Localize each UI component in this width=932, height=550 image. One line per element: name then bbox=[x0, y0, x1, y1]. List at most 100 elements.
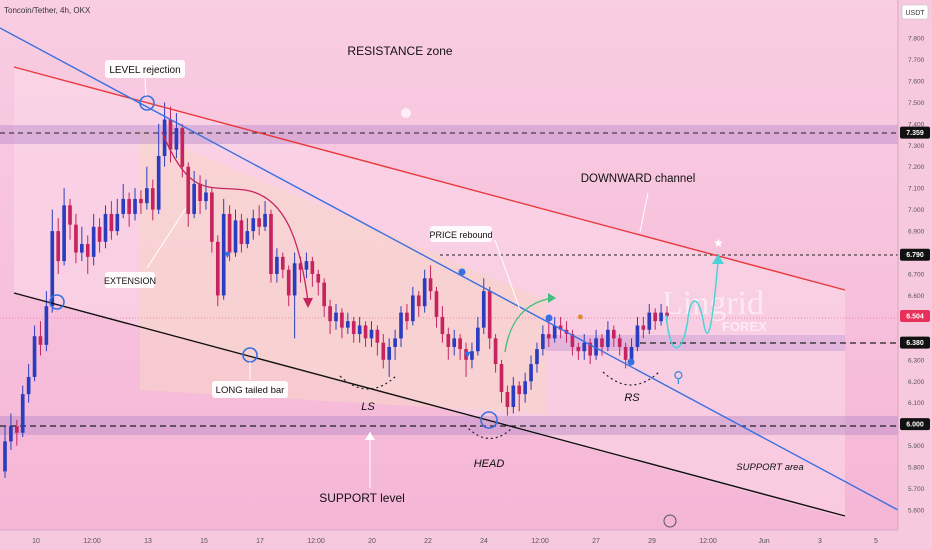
candle[interactable] bbox=[85, 235, 90, 274]
candle[interactable] bbox=[56, 218, 61, 274]
candle[interactable] bbox=[582, 334, 587, 360]
candle[interactable] bbox=[428, 265, 433, 300]
candle[interactable] bbox=[647, 304, 652, 335]
candle[interactable] bbox=[600, 334, 604, 356]
candle[interactable] bbox=[103, 205, 108, 249]
candle[interactable] bbox=[32, 325, 37, 382]
candle[interactable] bbox=[145, 166, 149, 210]
info-icon[interactable] bbox=[401, 108, 411, 118]
candle[interactable] bbox=[369, 321, 374, 347]
candle[interactable] bbox=[26, 364, 31, 403]
candle[interactable] bbox=[269, 209, 273, 283]
candle[interactable] bbox=[416, 291, 421, 317]
candle[interactable] bbox=[150, 179, 155, 221]
candle[interactable] bbox=[411, 286, 415, 326]
candle[interactable] bbox=[68, 198, 72, 240]
candle[interactable] bbox=[535, 342, 539, 373]
candle[interactable] bbox=[399, 306, 403, 347]
candle[interactable] bbox=[97, 218, 102, 253]
candle[interactable] bbox=[611, 325, 616, 347]
candle[interactable] bbox=[74, 213, 78, 264]
candle[interactable] bbox=[606, 321, 610, 352]
candle[interactable] bbox=[20, 385, 25, 438]
candle[interactable] bbox=[239, 213, 244, 253]
candle[interactable] bbox=[50, 209, 55, 313]
candle[interactable] bbox=[570, 329, 575, 356]
candle[interactable] bbox=[133, 188, 137, 221]
candle[interactable] bbox=[375, 325, 380, 356]
candle[interactable] bbox=[541, 325, 545, 356]
candle[interactable] bbox=[351, 316, 356, 343]
candle[interactable] bbox=[192, 171, 196, 219]
candle[interactable] bbox=[659, 304, 663, 326]
candle[interactable] bbox=[109, 201, 114, 240]
candle[interactable] bbox=[446, 327, 451, 360]
candle[interactable] bbox=[357, 316, 362, 343]
candle[interactable] bbox=[221, 198, 226, 300]
candle[interactable] bbox=[440, 306, 445, 343]
candle[interactable] bbox=[38, 321, 43, 356]
candle[interactable] bbox=[328, 299, 332, 335]
candle[interactable] bbox=[233, 209, 238, 257]
candle[interactable] bbox=[156, 123, 161, 214]
candle[interactable] bbox=[340, 308, 344, 339]
candle[interactable] bbox=[546, 321, 551, 347]
candle[interactable] bbox=[393, 329, 397, 360]
price-marker[interactable]: 6.000 bbox=[900, 418, 930, 431]
candle[interactable] bbox=[91, 213, 96, 266]
candle[interactable] bbox=[458, 334, 462, 360]
candle[interactable] bbox=[434, 286, 439, 328]
candle[interactable] bbox=[641, 316, 646, 339]
replay-icon[interactable] bbox=[663, 514, 677, 528]
candle[interactable] bbox=[3, 426, 7, 478]
candle[interactable] bbox=[464, 342, 468, 377]
symbol-title[interactable]: Toncoin/Tether, 4h, OKX bbox=[4, 6, 91, 15]
candle[interactable] bbox=[204, 179, 208, 210]
candle[interactable] bbox=[251, 209, 256, 240]
candle[interactable] bbox=[275, 248, 279, 283]
price-marker[interactable]: 6.504 bbox=[900, 310, 930, 323]
candle[interactable] bbox=[280, 252, 285, 279]
candle[interactable] bbox=[499, 359, 504, 403]
candle[interactable] bbox=[9, 413, 13, 450]
candle[interactable] bbox=[523, 372, 527, 403]
candle[interactable] bbox=[322, 278, 327, 317]
candle[interactable] bbox=[115, 198, 120, 236]
candle[interactable] bbox=[452, 329, 457, 356]
candle[interactable] bbox=[174, 113, 179, 159]
candle[interactable] bbox=[405, 304, 409, 330]
currency-badge[interactable] bbox=[901, 4, 929, 20]
candle[interactable] bbox=[487, 286, 492, 350]
candle[interactable] bbox=[476, 316, 480, 356]
price-marker[interactable]: 7.359 bbox=[900, 126, 930, 139]
candle[interactable] bbox=[552, 316, 557, 343]
candle[interactable] bbox=[422, 269, 427, 313]
candle[interactable] bbox=[381, 334, 386, 369]
candle[interactable] bbox=[80, 226, 84, 262]
candle[interactable] bbox=[653, 308, 658, 330]
candle[interactable] bbox=[186, 162, 191, 227]
candle[interactable] bbox=[576, 342, 581, 360]
candle[interactable] bbox=[14, 419, 19, 446]
candle[interactable] bbox=[345, 312, 350, 335]
candle[interactable] bbox=[334, 304, 338, 330]
candle[interactable] bbox=[127, 192, 131, 227]
candle[interactable] bbox=[635, 316, 640, 352]
candle[interactable] bbox=[304, 252, 309, 279]
candle[interactable] bbox=[257, 205, 261, 236]
candle[interactable] bbox=[529, 355, 533, 390]
candle[interactable] bbox=[245, 218, 250, 249]
candle[interactable] bbox=[286, 265, 291, 307]
candle[interactable] bbox=[517, 381, 522, 412]
candle[interactable] bbox=[316, 269, 321, 296]
candle[interactable] bbox=[263, 201, 267, 232]
candle[interactable] bbox=[227, 205, 232, 262]
candle[interactable] bbox=[215, 235, 220, 307]
candle[interactable] bbox=[363, 321, 368, 347]
candle[interactable] bbox=[470, 342, 474, 369]
candle[interactable] bbox=[505, 385, 510, 416]
candle[interactable] bbox=[617, 334, 622, 356]
candle[interactable] bbox=[493, 334, 498, 373]
price-marker[interactable]: 6.790 bbox=[900, 248, 930, 261]
